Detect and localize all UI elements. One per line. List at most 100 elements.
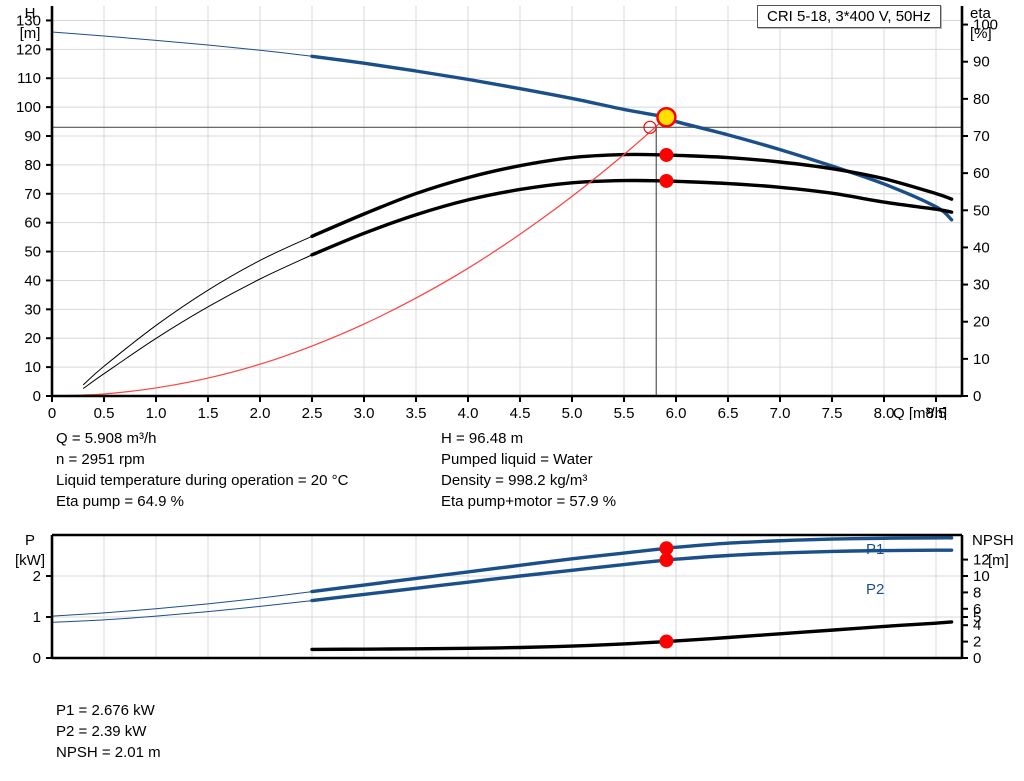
ytick-label: 0 — [33, 388, 41, 405]
xtick-label: 7.0 — [770, 405, 791, 420]
y2tick-label: 70 — [973, 128, 990, 145]
power-axis-title: P — [25, 532, 35, 549]
operating-point-markers — [659, 541, 674, 649]
y2tick-label: 90 — [973, 54, 990, 71]
ytick-label: 70 — [24, 186, 41, 203]
ytick-label: 40 — [24, 272, 41, 289]
y2tick-label: 50 — [973, 202, 990, 219]
curve-thin — [51, 31, 313, 57]
info-liquid: Pumped liquid = Water — [441, 451, 593, 468]
operating-point-column-left: Q = 5.908 m³/h n = 2951 rpm Liquid tempe… — [56, 428, 348, 512]
ytick-label: 10 — [24, 359, 41, 376]
chart-grid — [51, 534, 962, 659]
head-axis-unit: [m] — [20, 25, 41, 42]
info-eta-pump: Eta pump = 64.9 % — [56, 493, 184, 510]
operating-point-head — [656, 107, 677, 128]
info-p2: P2 = 2.39 kW — [56, 723, 147, 740]
y2tick-label: 12 — [973, 552, 990, 569]
xtick-label: 5.5 — [614, 405, 635, 420]
xtick-label: 7.5 — [822, 405, 843, 420]
curve-thick — [310, 548, 954, 603]
eta-axis-unit: [%] — [970, 25, 992, 42]
npsh-axis-title: NPSH — [972, 532, 1014, 549]
xtick-label: 2.5 — [302, 405, 323, 420]
ytick-label: 0 — [33, 650, 41, 667]
power-axis-unit: [kW] — [15, 552, 45, 569]
xtick-label: 0 — [48, 405, 56, 420]
series-eta-pump-motor — [82, 178, 954, 389]
y2tick-label: 10 — [973, 351, 990, 368]
xtick-label: 6.5 — [718, 405, 739, 420]
y2tick-label: 80 — [973, 91, 990, 108]
y2tick-label: 20 — [973, 314, 990, 331]
xtick-label: 2.0 — [250, 405, 271, 420]
ytick-label: 20 — [24, 330, 41, 347]
pump-model-legend: CRI 5-18, 3*400 V, 50Hz — [757, 5, 941, 28]
ytick-label: 2 — [33, 568, 41, 585]
xtick-label: 6.0 — [666, 405, 687, 420]
y2tick-label: 100 — [973, 17, 998, 34]
y2tick-label: 10 — [973, 568, 990, 585]
duty-point-small — [643, 120, 657, 134]
series-npsh — [310, 620, 954, 652]
operating-point-p1 — [659, 541, 674, 556]
npsh-axis-unit: [m] — [988, 552, 1009, 569]
xtick-label: 3.0 — [354, 405, 375, 420]
ytick-label: 130 — [16, 12, 41, 29]
y2tick-label: 30 — [973, 277, 990, 294]
y2tick-label: 4 — [973, 617, 981, 634]
ytick-label: 50 — [24, 244, 41, 261]
info-q: Q = 5.908 m³/h — [56, 430, 157, 447]
y2tick-label: 60 — [973, 165, 990, 182]
xtick-label: 0.5 — [94, 405, 115, 420]
p2-curve-label: P2 — [866, 581, 884, 598]
chart-grid — [51, 6, 962, 397]
ytick-label: 60 — [24, 215, 41, 232]
xtick-label: 5.0 — [562, 405, 583, 420]
power-results: P1 = 2.676 kW P2 = 2.39 kW NPSH = 2.01 m — [56, 700, 161, 763]
series-duty-system-curve — [51, 116, 667, 397]
ytick-label: 1 — [33, 609, 41, 626]
xtick-label: 1.0 — [146, 405, 167, 420]
info-h: H = 96.48 m — [441, 430, 524, 447]
info-temp: Liquid temperature during operation = 20… — [56, 472, 349, 489]
info-eta-pump-motor: Eta pump+motor = 57.9 % — [441, 493, 617, 510]
xtick-label: 1.5 — [198, 405, 219, 420]
y2tick-label: 6 — [973, 601, 981, 618]
y2tick-label: 2 — [973, 634, 981, 651]
ytick-label: 100 — [16, 99, 41, 116]
y2tick-label: 0 — [973, 388, 981, 405]
flow-axis-label: Q [m³/h] — [893, 405, 947, 420]
info-npsh: NPSH = 2.01 m — [56, 744, 161, 761]
operating-point-markers — [643, 107, 677, 188]
ytick-label: 110 — [17, 70, 41, 87]
xtick-label: 4.0 — [458, 405, 479, 420]
eta-axis-title: eta — [970, 5, 992, 22]
ytick-label: 90 — [24, 128, 41, 145]
head-eta-chart: 0 0.5 1.0 1.5 2.0 2.5 3.0 3.5 4.0 4.5 5.0 5.5 6.0 6.5… — [16, 5, 998, 420]
curve-thin — [82, 235, 313, 386]
chart-axes: 0 0.5 1.0 1.5 2.0 2.5 3.0 3.5 4.0 4.5 5.0 5.5 6.0 6.5… — [16, 6, 998, 420]
curve-thick — [310, 178, 954, 257]
series-p2 — [51, 548, 954, 623]
y2tick-label: 0 — [973, 650, 981, 667]
operating-point-npsh — [659, 634, 674, 649]
ytick-label: 120 — [16, 41, 41, 58]
operating-point-column-right: H = 96.48 m Pumped liquid = Water Densit… — [441, 428, 616, 512]
curve-thin — [82, 254, 313, 389]
y2tick-label: 8 — [973, 584, 981, 601]
xtick-label: 3.5 — [406, 405, 427, 420]
info-density: Density = 998.2 kg/m³ — [441, 472, 588, 489]
curve-thin — [51, 116, 667, 397]
xtick-label: 4.5 — [510, 405, 531, 420]
head-axis-title: H — [25, 5, 36, 22]
curve-thick — [310, 152, 954, 238]
operating-point-eta-pump-motor — [659, 173, 674, 188]
ytick-label: 30 — [24, 301, 41, 318]
p1-curve-label: P1 — [866, 541, 884, 558]
xtick-label: 8.5 — [926, 405, 947, 420]
curve-thick — [310, 620, 954, 652]
